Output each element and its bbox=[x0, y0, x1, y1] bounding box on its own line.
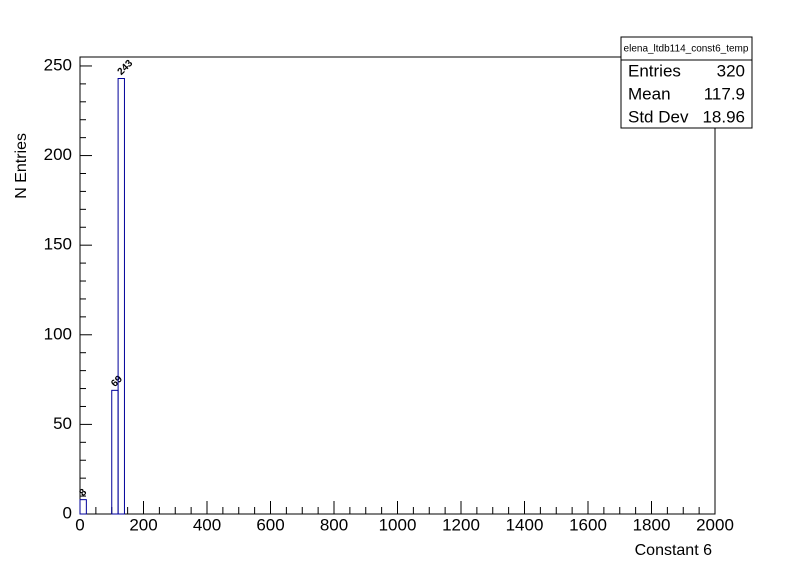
plot-frame bbox=[79, 56, 716, 515]
x-tick-label: 400 bbox=[193, 515, 221, 534]
bar bbox=[117, 78, 125, 515]
stats-title: elena_ltdb114_const6_temp bbox=[624, 44, 749, 55]
x-tick-label: 1400 bbox=[506, 515, 544, 534]
value-label: 69 bbox=[109, 374, 125, 390]
x-tick-label: 600 bbox=[256, 515, 284, 534]
stats-label: Mean bbox=[628, 84, 671, 103]
x-axis-title: Constant 6 bbox=[635, 542, 712, 559]
x-tick-label: 800 bbox=[320, 515, 348, 534]
x-tick-label: 200 bbox=[129, 515, 157, 534]
stats-label: Std Dev bbox=[628, 107, 689, 126]
x-tick-label: 1000 bbox=[379, 515, 417, 534]
stats-label: Entries bbox=[628, 61, 681, 80]
value-label: 243 bbox=[116, 58, 136, 78]
y-tick-label: 200 bbox=[44, 145, 72, 164]
stats-value: 117.9 bbox=[704, 84, 745, 103]
x-tick-label: 0 bbox=[75, 515, 84, 534]
y-tick-label: 50 bbox=[53, 414, 72, 433]
value-label: 8 bbox=[78, 487, 90, 499]
bar bbox=[79, 499, 87, 515]
y-tick-label: 100 bbox=[44, 324, 72, 343]
stats-box: elena_ltdb114_const6_temp bbox=[620, 36, 753, 129]
stats-value: 320 bbox=[717, 61, 745, 80]
x-tick-label: 1800 bbox=[633, 515, 671, 534]
x-tick-label: 1200 bbox=[442, 515, 480, 534]
y-axis-title: N Entries bbox=[13, 133, 30, 199]
y-tick-label: 150 bbox=[44, 235, 72, 254]
x-tick-label: 1600 bbox=[569, 515, 607, 534]
stats-frame bbox=[620, 36, 753, 129]
bar bbox=[111, 389, 119, 515]
y-tick-label: 0 bbox=[63, 503, 72, 522]
stats-value: 18.96 bbox=[702, 107, 745, 126]
x-tick-label: 2000 bbox=[696, 515, 734, 534]
y-tick-label: 250 bbox=[44, 55, 72, 74]
